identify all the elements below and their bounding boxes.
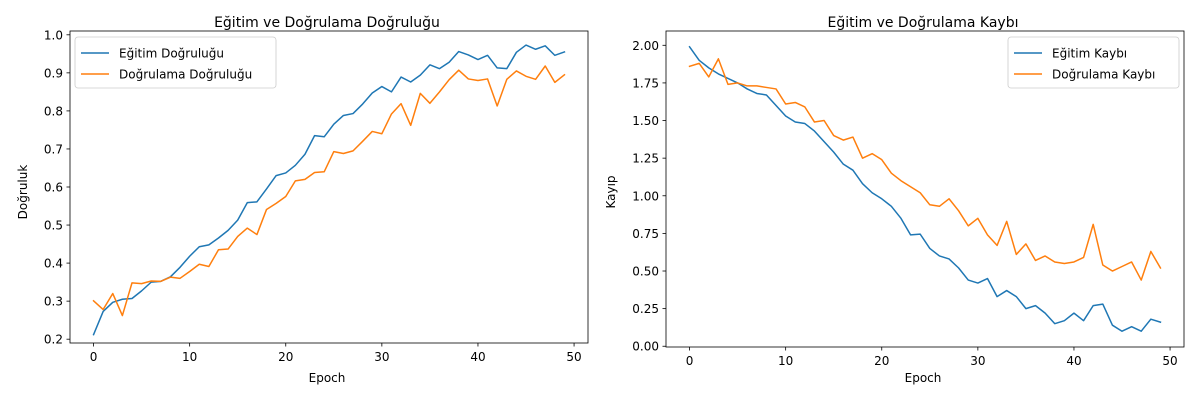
accuracy-y-tick-label: 0.6: [44, 181, 63, 195]
accuracy-y-tick-label: 0.3: [44, 295, 63, 309]
accuracy-chart-title: Eğitim ve Doğrulama Doğruluğu: [214, 15, 440, 31]
loss-x-tick-label: 10: [778, 354, 793, 368]
accuracy-series-line-0: [92, 44, 566, 336]
loss-y-tick-label: 0.25: [632, 302, 659, 316]
loss-y-tick-label: 1.25: [632, 152, 659, 166]
loss-y-tick-label: 1.50: [632, 114, 659, 128]
loss-x-tick-label: 20: [874, 354, 889, 368]
loss-legend-label: Eğitim Kaybı: [1052, 47, 1127, 61]
accuracy-x-tick-label: 30: [374, 350, 389, 364]
accuracy-x-tick-label: 10: [182, 350, 197, 364]
loss-chart-title: Eğitim ve Doğrulama Kaybı: [827, 15, 1018, 31]
accuracy-x-axis-title: Epoch: [309, 371, 346, 385]
loss-series-line-1: [688, 58, 1162, 281]
loss-y-tick-label: 1.75: [632, 76, 659, 90]
loss-x-tick-label: 30: [970, 354, 985, 368]
loss-x-axis-title: Epoch: [905, 371, 942, 385]
loss-y-tick-label: 0.00: [632, 340, 659, 354]
accuracy-x-tick-label: 50: [566, 350, 581, 364]
loss-legend-label: Doğrulama Kaybı: [1052, 68, 1155, 82]
loss-series-line-0: [688, 45, 1162, 332]
accuracy-legend-label: Eğitim Doğruluğu: [119, 47, 224, 61]
accuracy-x-tick-label: 20: [278, 350, 293, 364]
accuracy-legend-label: Doğrulama Doğruluğu: [119, 68, 252, 82]
accuracy-y-tick-label: 0.2: [44, 333, 63, 347]
accuracy-legend-box: [74, 36, 277, 89]
accuracy-y-tick-label: 1.0: [44, 28, 63, 42]
loss-x-tick-label: 40: [1066, 354, 1081, 368]
accuracy-y-tick-label: 0.4: [44, 257, 63, 271]
loss-chart: Eğitim ve Doğrulama Kaybı Epoch Kayıp 0 1…: [604, 15, 1185, 385]
accuracy-x-tick-label: 0: [90, 350, 98, 364]
accuracy-y-tick-label: 0.7: [44, 142, 63, 156]
loss-y-tick-label: 2.00: [632, 39, 659, 53]
loss-legend-box: [1007, 36, 1180, 89]
accuracy-y-tick-label: 0.8: [44, 104, 63, 118]
loss-x-tick-label: 0: [686, 354, 694, 368]
loss-y-tick-label: 0.75: [632, 227, 659, 241]
loss-axes-frame: [665, 30, 1185, 348]
accuracy-series-line-1: [92, 65, 566, 317]
accuracy-chart: Eğitim ve Doğrulama Doğruluğu Epoch Doğr…: [16, 15, 589, 385]
loss-y-axis-title: Kayıp: [604, 175, 618, 208]
loss-y-tick-label: 0.50: [632, 265, 659, 279]
loss-x-tick-label: 50: [1162, 354, 1177, 368]
accuracy-x-tick-label: 40: [470, 350, 485, 364]
accuracy-y-tick-label: 0.9: [44, 66, 63, 80]
accuracy-y-tick-label: 0.5: [44, 219, 63, 233]
accuracy-y-axis-title: Doğruluk: [16, 165, 30, 220]
loss-y-tick-label: 1.00: [632, 189, 659, 203]
